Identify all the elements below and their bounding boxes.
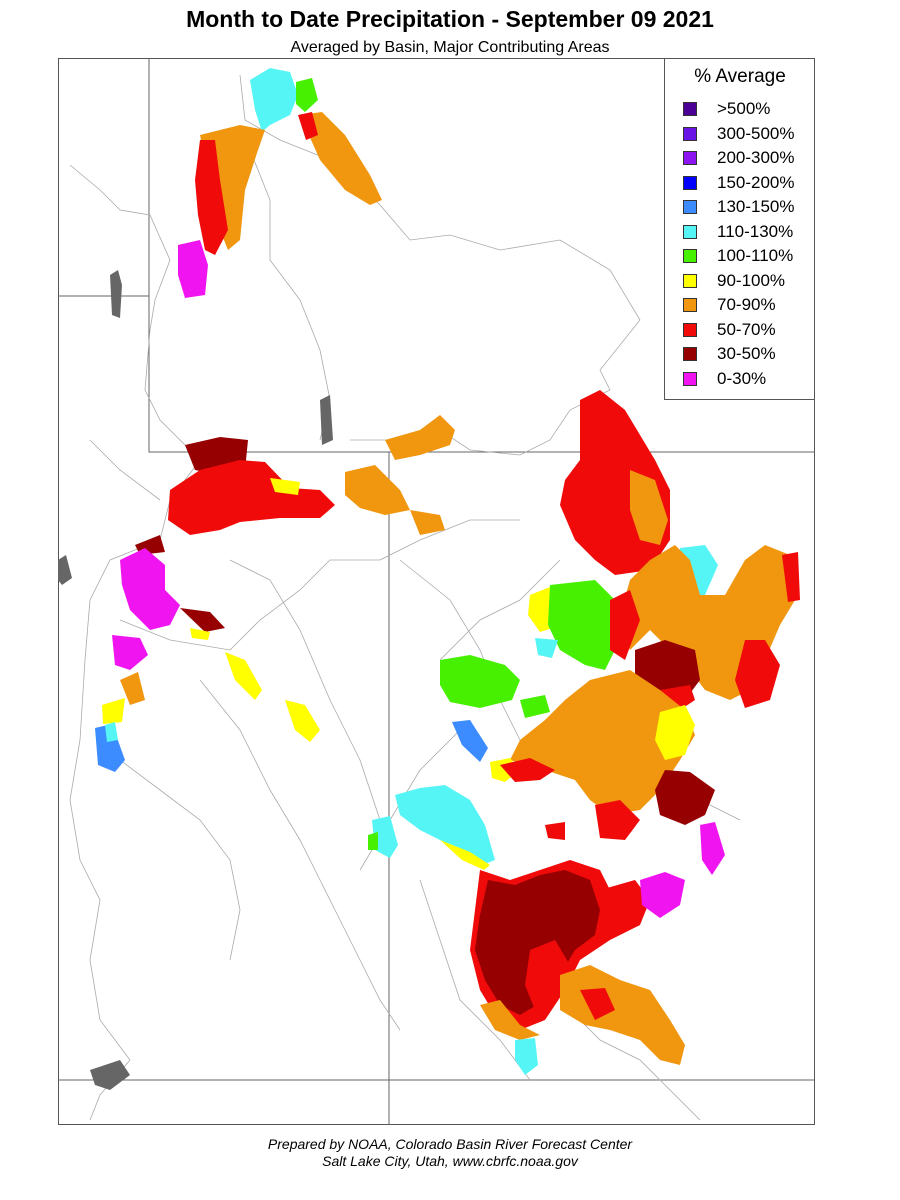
footer-credit: Prepared by NOAA, Colorado Basin River F… bbox=[267, 1136, 633, 1152]
legend-swatch bbox=[683, 126, 697, 141]
legend-item: 0-30% bbox=[683, 369, 766, 389]
region-cyan-co-c bbox=[535, 638, 558, 658]
region-red-ne bbox=[298, 112, 318, 140]
region-red-utah-n bbox=[168, 460, 335, 535]
region-green-co-w2 bbox=[520, 695, 550, 718]
region-orange-utah-nc bbox=[345, 465, 410, 515]
legend-item: 100-110% bbox=[683, 246, 793, 266]
region-cyan-s bbox=[515, 1038, 538, 1075]
legend-item: 130-150% bbox=[683, 197, 795, 217]
region-red-co-se2 bbox=[545, 822, 565, 840]
region-cyan-utah-sw bbox=[105, 722, 118, 742]
region-magenta-nw bbox=[178, 240, 208, 298]
region-red-co-s bbox=[500, 758, 555, 782]
region-cyan-north bbox=[250, 68, 298, 132]
region-darkred-s bbox=[475, 870, 600, 1015]
legend-swatch bbox=[683, 224, 697, 239]
region-darkred-utah-w2 bbox=[180, 608, 225, 632]
legend-swatch bbox=[683, 151, 697, 165]
region-magenta-utah-w2 bbox=[112, 635, 148, 670]
region-blue-co-w bbox=[452, 720, 488, 762]
footer-location: Salt Lake City, Utah, www.cbrfc.noaa.gov bbox=[322, 1153, 578, 1169]
region-darkred-co-e bbox=[655, 770, 715, 825]
legend-label: 300-500% bbox=[717, 123, 795, 143]
region-orange-co-n bbox=[630, 470, 668, 545]
region-orange-utah-sw bbox=[120, 672, 145, 705]
region-red-co-e bbox=[735, 640, 780, 708]
region-green-utah-c bbox=[368, 832, 378, 850]
legend-label: 50-70% bbox=[717, 319, 776, 339]
legend-swatch bbox=[683, 200, 697, 214]
region-orange-utah-strip2 bbox=[410, 510, 445, 535]
region-red-s-inner bbox=[525, 940, 570, 1010]
legend-label: 30-50% bbox=[717, 344, 776, 363]
legend-label: 110-130% bbox=[717, 221, 794, 241]
legend: % Average >500% 300-500% 200-300% 150-200% 1… bbox=[664, 59, 814, 400]
region-green-co-c bbox=[548, 580, 620, 670]
legend-swatch bbox=[683, 273, 697, 288]
region-yellow-utah-w bbox=[190, 628, 210, 640]
legend-item: 150-200% bbox=[683, 173, 795, 193]
region-red-s-e bbox=[600, 880, 650, 935]
legend-title: % Average bbox=[694, 66, 786, 87]
region-orange-s bbox=[560, 965, 685, 1065]
legend-swatch bbox=[683, 249, 697, 263]
legend-item: >500% bbox=[683, 99, 770, 119]
region-yellow-utah-n bbox=[270, 478, 300, 495]
legend-swatch bbox=[683, 322, 697, 337]
region-magenta-co-e bbox=[700, 822, 725, 875]
legend-label: 0-30% bbox=[717, 368, 767, 388]
legend-item: 90-100% bbox=[683, 271, 785, 291]
region-magenta-utah-w bbox=[120, 548, 180, 630]
legend-label: 200-300% bbox=[717, 148, 795, 167]
region-yellow-utah-c bbox=[440, 840, 490, 870]
region-red-nw bbox=[195, 140, 228, 255]
legend-label: 150-200% bbox=[717, 172, 795, 192]
region-red-co-c bbox=[610, 590, 640, 660]
region-cyan-utah-c2 bbox=[372, 816, 398, 858]
legend-swatch bbox=[683, 371, 697, 386]
legend-swatch bbox=[683, 298, 697, 312]
legend-item: 110-130% bbox=[683, 222, 793, 242]
map-subtitle: Averaged by Basin, Major Contributing Ar… bbox=[290, 39, 610, 56]
legend-item: 70-90% bbox=[683, 295, 776, 315]
region-yellow-utah-sw bbox=[102, 698, 125, 724]
region-yellow-co-big bbox=[655, 705, 695, 760]
map-title: Month to Date Precipitation - September … bbox=[186, 6, 714, 32]
region-yellow-utah-w2 bbox=[225, 652, 262, 700]
region-red-co-ne bbox=[782, 552, 800, 602]
legend-item: 200-300% bbox=[683, 148, 795, 168]
region-orange-s-w bbox=[480, 1000, 540, 1040]
legend-item: 50-70% bbox=[683, 320, 776, 340]
region-magenta-s bbox=[640, 872, 685, 918]
region-yellow-utah-w3 bbox=[285, 700, 320, 742]
region-red-co-se bbox=[595, 800, 640, 840]
legend-swatch bbox=[683, 347, 697, 361]
region-cyan-utah-c bbox=[395, 785, 495, 866]
region-blue-utah-sw bbox=[95, 724, 125, 772]
legend-item: 30-50% bbox=[683, 344, 776, 364]
legend-label: 100-110% bbox=[717, 246, 794, 265]
legend-label: >500% bbox=[717, 99, 771, 118]
legend-label: 90-100% bbox=[717, 270, 786, 290]
region-red-s-se bbox=[580, 988, 615, 1020]
legend-item: 300-500% bbox=[683, 124, 795, 144]
region-orange-ne bbox=[300, 112, 382, 205]
lakes bbox=[58, 270, 333, 1090]
legend-swatch bbox=[683, 102, 697, 116]
precip-regions bbox=[95, 68, 800, 1075]
legend-label: 130-150% bbox=[717, 197, 795, 216]
region-green-co-w bbox=[440, 655, 520, 708]
region-orange-co-big bbox=[510, 670, 695, 815]
region-orange-utah-strip bbox=[385, 415, 455, 460]
legend-swatch bbox=[683, 175, 697, 190]
region-green-north bbox=[296, 78, 318, 112]
legend-label: 70-90% bbox=[717, 295, 776, 314]
